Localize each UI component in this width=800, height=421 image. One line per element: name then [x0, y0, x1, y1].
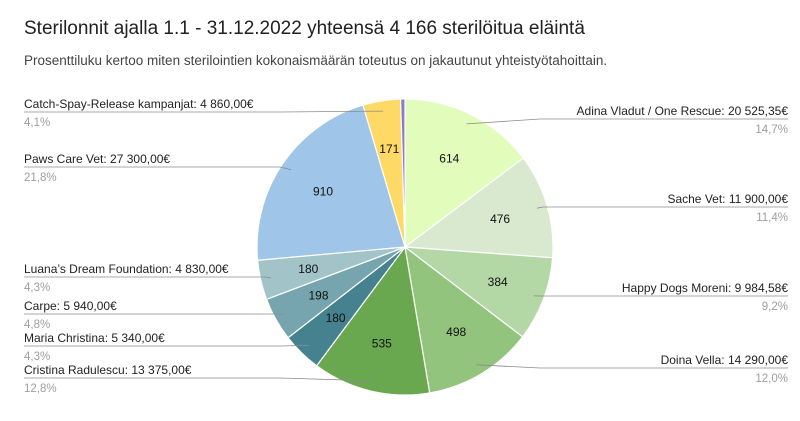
- slice-callouts: Adina Vladut / One Rescue: 20 525,35€ 14,…: [24, 97, 788, 395]
- slice-value-1: 476: [490, 212, 510, 226]
- chart-title: Sterilonnit ajalla 1.1 - 31.12.2022 yhte…: [24, 18, 585, 39]
- callout-percent: 4,8%: [24, 319, 50, 331]
- callout-label: Happy Dogs Moreni: 9 984,58€: [622, 281, 788, 295]
- callout-label: Doina Vella: 14 290,00€: [661, 353, 789, 367]
- callout-percent: 12,8%: [24, 383, 57, 395]
- callout-percent: 12,0%: [755, 373, 788, 385]
- callout-9: Catch-Spay-Release kampanjat: 4 860,00€ 4…: [24, 97, 384, 129]
- slice-value-5: 180: [326, 311, 346, 325]
- callout-leader-line: [537, 206, 788, 209]
- callout-0: Adina Vladut / One Rescue: 20 525,35€ 14,…: [466, 104, 789, 136]
- callout-leader-line: [466, 118, 788, 125]
- callout-percent: 4,3%: [24, 282, 50, 294]
- callout-label: Catch-Spay-Release kampanjat: 4 860,00€: [24, 97, 254, 111]
- callout-percent: 4,3%: [24, 351, 50, 363]
- callout-label: Sache Vet: 11 900,00€: [667, 192, 788, 206]
- slice-value-7: 180: [298, 262, 318, 276]
- pie-slice-4: [315, 245, 431, 396]
- slice-value-4: 535: [372, 336, 392, 350]
- pie-slice-0: [404, 98, 525, 249]
- callout-leader-line: [24, 344, 309, 347]
- callout-label: Paws Care Vet: 27 300,00€: [24, 152, 170, 166]
- slice-value-0: 614: [439, 151, 459, 165]
- chart-subtitle: Prosenttiluku kertoo miten sterilointien…: [24, 53, 608, 68]
- callout-leader-line: [24, 276, 271, 279]
- pie-slice-1: [403, 157, 554, 259]
- slice-value-8: 910: [313, 184, 333, 198]
- pie-slice-8: [256, 104, 406, 261]
- slice-value-9: 171: [379, 142, 399, 156]
- callout-leader-line: [476, 364, 788, 369]
- callout-percent: 14,7%: [755, 124, 788, 136]
- slice-value-labels: 614 476 384 498 535 180 198 180 910 171: [298, 142, 510, 350]
- callout-percent: 21,8%: [24, 172, 57, 184]
- callout-percent: 9,2%: [762, 301, 788, 313]
- callout-label: Cristina Radulescu: 13 375,00€: [24, 363, 192, 377]
- callout-leader-line: [24, 166, 292, 171]
- slice-value-6: 198: [308, 289, 328, 303]
- callout-leader-line: [24, 110, 384, 113]
- callout-3: Doina Vella: 14 290,00€ 12,0%: [476, 353, 788, 385]
- callout-leader-line: [24, 377, 373, 382]
- callout-2: Happy Dogs Moreni: 9 984,58€ 9,2%: [533, 281, 788, 313]
- callout-1: Sache Vet: 11 900,00€ 11,4%: [537, 192, 788, 224]
- callout-label: Luana’s Dream Foundation: 4 830,00€: [24, 262, 229, 276]
- callout-8: Paws Care Vet: 27 300,00€ 21,8%: [24, 152, 292, 184]
- slice-value-2: 384: [488, 275, 508, 289]
- callout-label: Maria Christina: 5 340,00€: [24, 331, 165, 345]
- slice-value-3: 498: [446, 325, 466, 339]
- callout-6: Carpe: 5 940,00€ 4,8%: [24, 299, 285, 331]
- callout-percent: 4,1%: [24, 117, 50, 129]
- pie-slice-2: [403, 246, 554, 338]
- pie-slice-10: [399, 98, 406, 248]
- callout-label: Adina Vladut / One Rescue: 20 525,35€: [577, 104, 789, 118]
- callout-7: Luana’s Dream Foundation: 4 830,00€ 4,3%: [24, 262, 271, 294]
- pie-slice-3: [404, 245, 524, 394]
- callout-5: Maria Christina: 5 340,00€ 4,3%: [24, 331, 309, 363]
- callout-4: Cristina Radulescu: 13 375,00€ 12,8%: [24, 363, 373, 395]
- callout-label: Carpe: 5 940,00€: [24, 299, 117, 313]
- callout-percent: 11,4%: [756, 212, 788, 224]
- pie-slices: [256, 98, 554, 396]
